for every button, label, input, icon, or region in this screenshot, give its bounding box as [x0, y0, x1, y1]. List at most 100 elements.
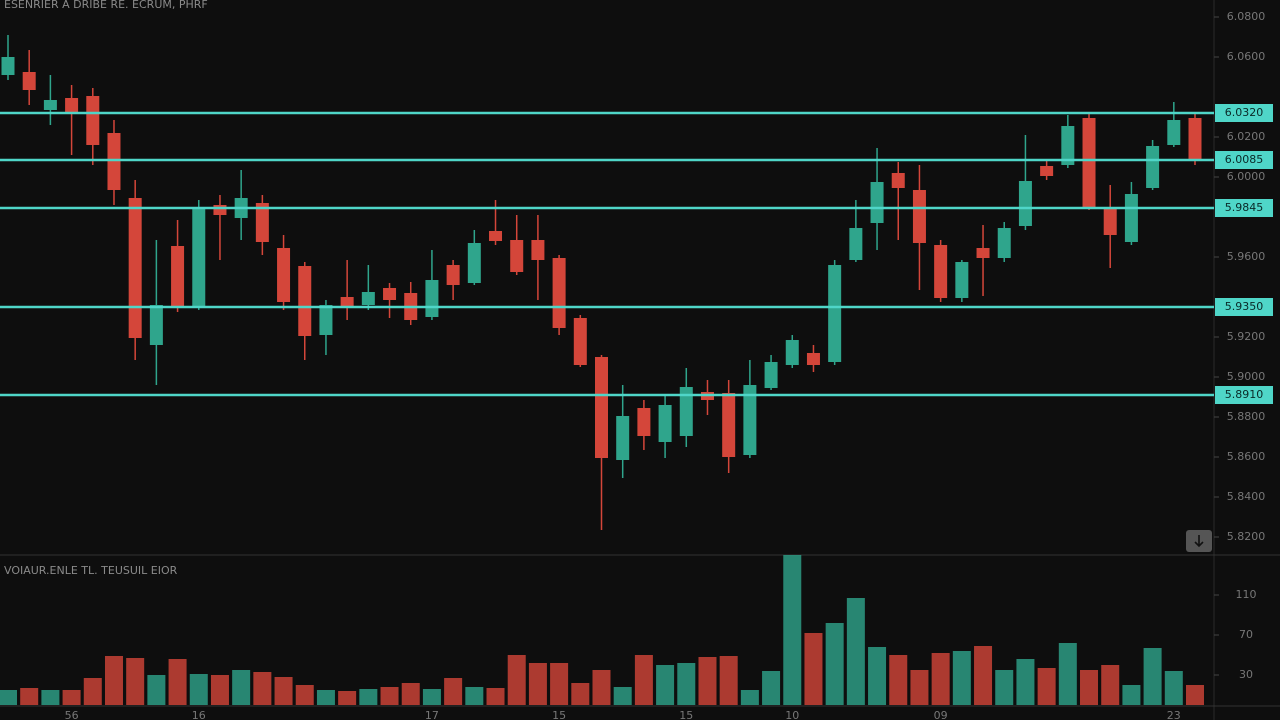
volume-bar [528, 663, 547, 705]
candle-body [743, 385, 757, 455]
candle-body [1146, 146, 1160, 188]
x-tick-label: 17 [425, 709, 439, 720]
volume-bar [1080, 670, 1099, 705]
volume-bar [592, 670, 611, 705]
volume-bar [1101, 665, 1120, 705]
volume-bar [232, 670, 251, 705]
level-label: 5.9350 [1225, 300, 1264, 313]
candle-body [891, 173, 905, 188]
volume-bar [444, 678, 463, 705]
candle-body [510, 240, 524, 272]
volume-tick-label: 70 [1239, 628, 1253, 641]
level-label: 6.0320 [1225, 106, 1264, 119]
candle-body [1018, 181, 1032, 226]
x-tick-label: 15 [679, 709, 693, 720]
candle-body [616, 416, 630, 460]
volume-bar [613, 687, 632, 705]
volume-bar [126, 658, 145, 705]
candle-body [489, 231, 503, 241]
volume-bar [338, 691, 357, 705]
volume-bar [868, 647, 887, 705]
x-tick-label: 15 [552, 709, 566, 720]
volume-bar [253, 672, 272, 705]
y-tick-label: 5.8400 [1227, 490, 1266, 503]
level-label-bg [1215, 104, 1273, 122]
candle-body [828, 265, 842, 362]
volume-bar [104, 656, 123, 705]
volume-bar [1122, 685, 1141, 705]
candle-body [658, 405, 672, 442]
candle-body [637, 408, 651, 436]
volume-bar [698, 657, 717, 705]
candle-body [722, 393, 736, 457]
volume-bar [762, 671, 781, 705]
volume-bar [1016, 659, 1035, 705]
x-tick-label: 16 [192, 709, 206, 720]
scroll-button[interactable] [1186, 530, 1212, 552]
candle-body [277, 248, 291, 302]
volume-bar [41, 690, 60, 705]
candle-body [552, 258, 566, 328]
candle-body [86, 96, 100, 145]
candle-body [298, 266, 312, 336]
volume-bar [974, 646, 993, 705]
y-tick-label: 6.0600 [1227, 50, 1266, 63]
volume-bar [83, 678, 102, 705]
volume-bar [719, 656, 738, 705]
candle-body [785, 340, 799, 365]
y-tick-label: 5.9000 [1227, 370, 1266, 383]
volume-bar [359, 689, 378, 705]
candle-body [934, 245, 948, 298]
volume-bar [210, 675, 229, 705]
candle-body [573, 318, 587, 365]
volume-bar [1058, 643, 1077, 705]
level-label-bg [1215, 199, 1273, 217]
candle-body [955, 262, 969, 298]
candle-body [319, 305, 333, 335]
candle-body [383, 288, 397, 300]
candle-body [171, 246, 185, 308]
volume-bar [274, 677, 293, 705]
volume-bar [740, 690, 759, 705]
candle-body [22, 72, 36, 90]
volume-bar [62, 690, 81, 705]
volume-bar [380, 687, 399, 705]
y-tick-label: 5.9200 [1227, 330, 1266, 343]
candle-body [1040, 166, 1054, 176]
volume-bar [910, 670, 929, 705]
y-tick-label: 5.8800 [1227, 410, 1266, 423]
volume-title: VOIAUR.ENLE TL. TEUSUIL EIOR [4, 564, 178, 577]
volume-bar [507, 655, 526, 705]
volume-bar [486, 688, 505, 705]
candle-body [128, 198, 142, 338]
y-tick-label: 5.8600 [1227, 450, 1266, 463]
y-tick-label: 5.8200 [1227, 530, 1266, 543]
volume-bar [825, 623, 844, 705]
volume-bar [677, 663, 696, 705]
candle-body [1167, 120, 1181, 145]
volume-bar [1186, 685, 1204, 705]
candle-body [912, 190, 926, 243]
volume-bar [571, 683, 590, 705]
level-label-bg [1215, 298, 1273, 316]
candle-body [870, 182, 884, 223]
candle-body [1124, 194, 1138, 242]
volume-bar [20, 688, 39, 705]
candle-body [1103, 208, 1117, 235]
volume-bar [931, 653, 950, 705]
candle-body [107, 133, 121, 190]
y-tick-label: 6.0200 [1227, 130, 1266, 143]
volume-tick-label: 30 [1239, 668, 1253, 681]
x-tick-label: 56 [65, 709, 79, 720]
candle-body [1061, 126, 1075, 165]
volume-bar [1037, 668, 1056, 705]
volume-bar [634, 655, 653, 705]
candle-body [340, 297, 354, 307]
volume-bar [783, 555, 802, 705]
x-tick-label: 23 [1167, 709, 1181, 720]
x-tick-label: 10 [785, 709, 799, 720]
candle-body [43, 100, 57, 110]
volume-bar [995, 670, 1014, 705]
scroll-icon [1194, 535, 1204, 548]
